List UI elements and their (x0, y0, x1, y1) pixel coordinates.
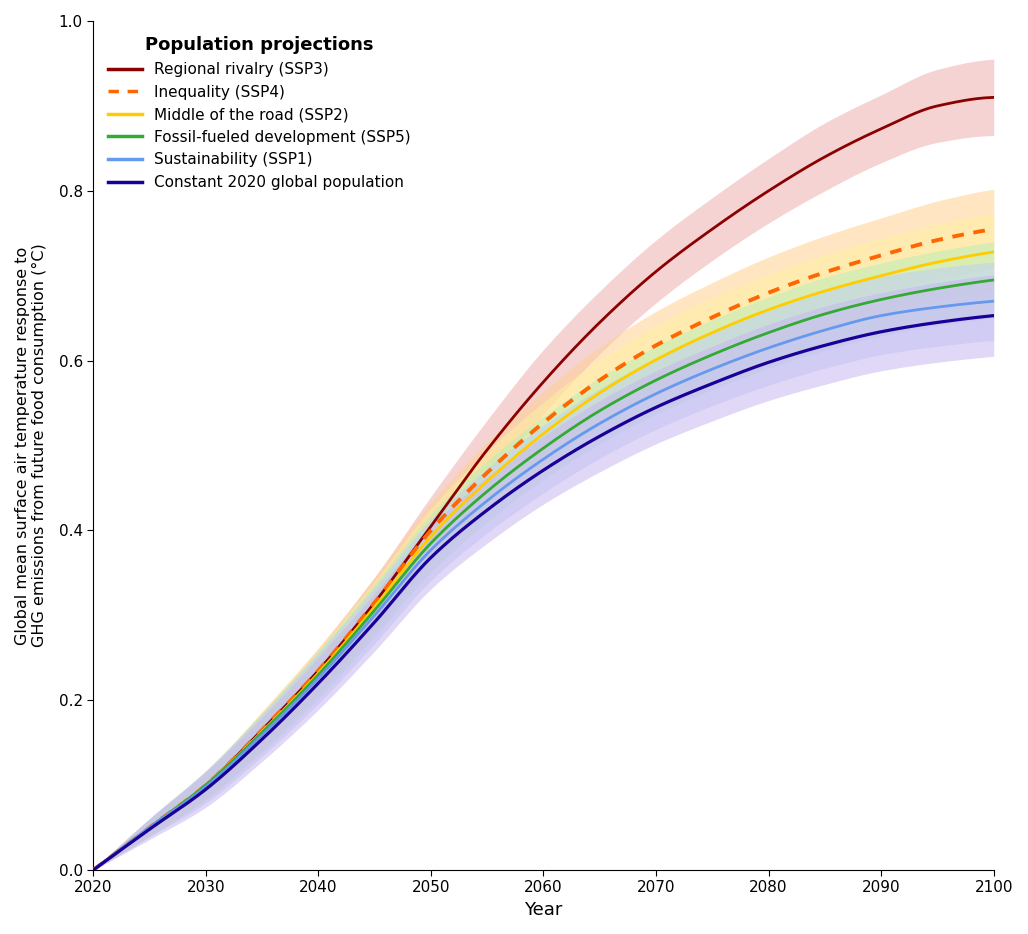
Y-axis label: Global mean surface air temperature response to
GHG emissions from future food c: Global mean surface air temperature resp… (15, 244, 47, 647)
X-axis label: Year: Year (524, 901, 562, 919)
Legend: Regional rivalry (SSP3), Inequality (SSP4), Middle of the road (SSP2), Fossil-fu: Regional rivalry (SSP3), Inequality (SSP… (101, 29, 418, 198)
